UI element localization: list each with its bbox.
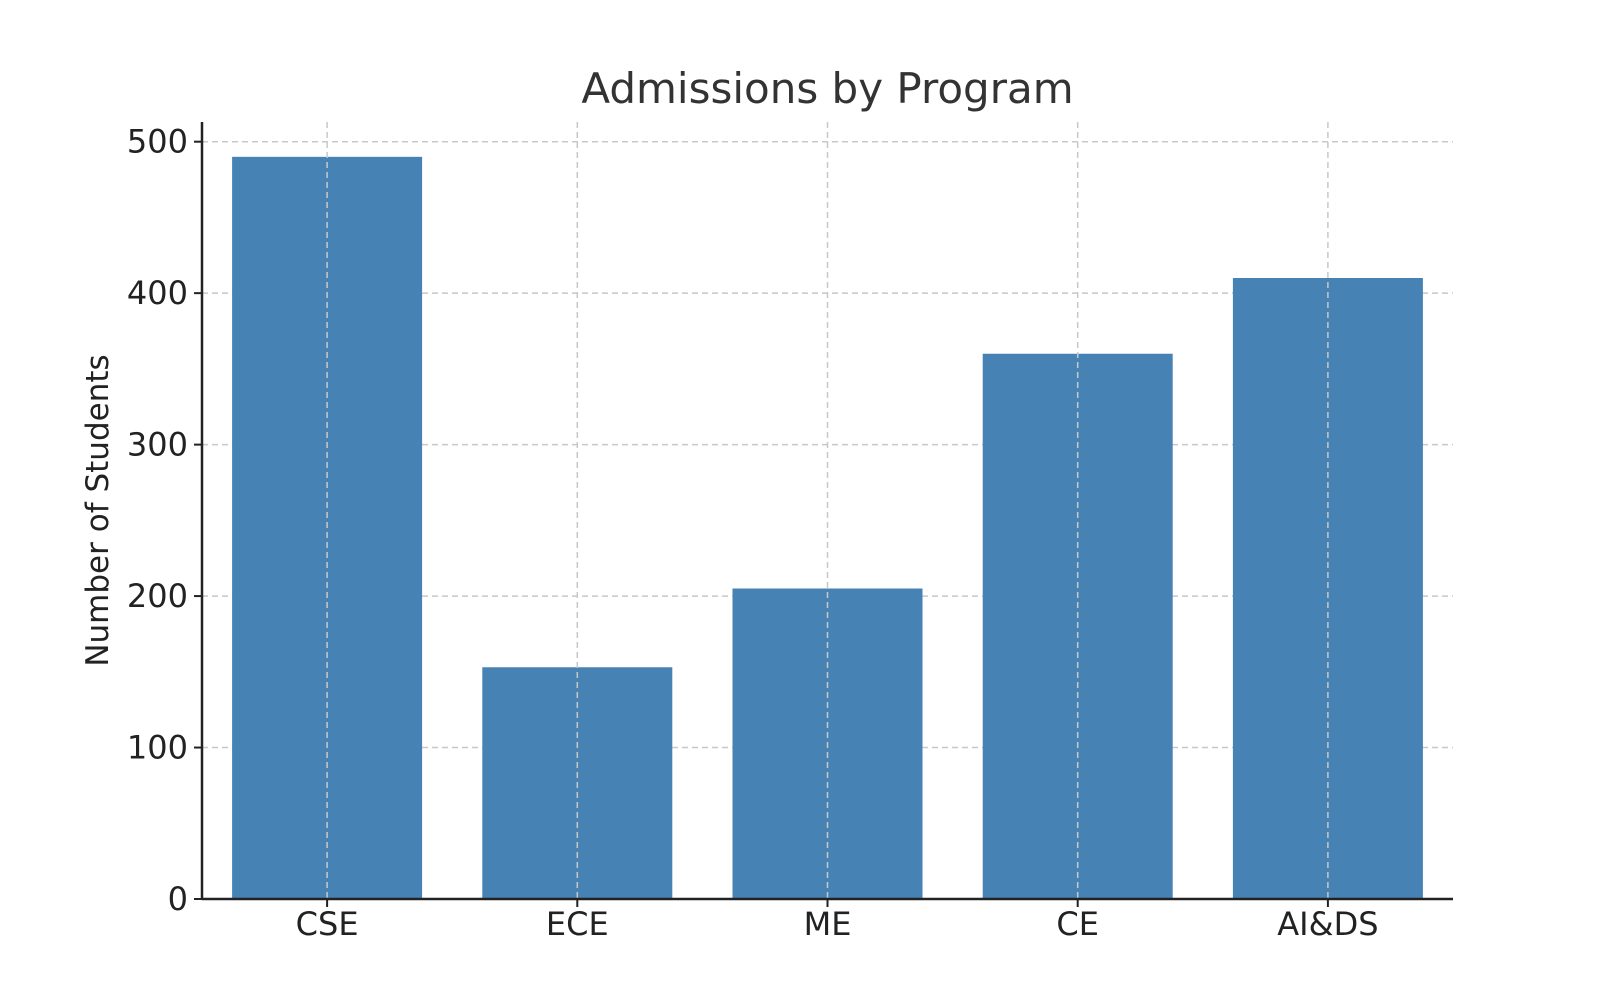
x-tick-label: CE — [1056, 905, 1099, 943]
y-tick-label: 100 — [127, 729, 188, 767]
y-tick-label: 400 — [127, 274, 188, 312]
y-tick-label: 200 — [127, 577, 188, 615]
y-tick-label: 500 — [127, 123, 188, 161]
y-tick-label: 300 — [127, 426, 188, 464]
y-tick-label: 0 — [168, 880, 188, 918]
x-tick-label: AI&DS — [1277, 905, 1378, 943]
x-tick-label: ME — [804, 905, 852, 943]
x-tick-label: CSE — [296, 905, 359, 943]
chart-title: Admissions by Program — [581, 64, 1073, 113]
ticks-layer: 0 100 200 300 400 500 CSE ECE ME CE AI&DS — [127, 123, 1379, 943]
y-axis-label: Number of Students — [80, 354, 116, 666]
x-tick-label: ECE — [546, 905, 609, 943]
